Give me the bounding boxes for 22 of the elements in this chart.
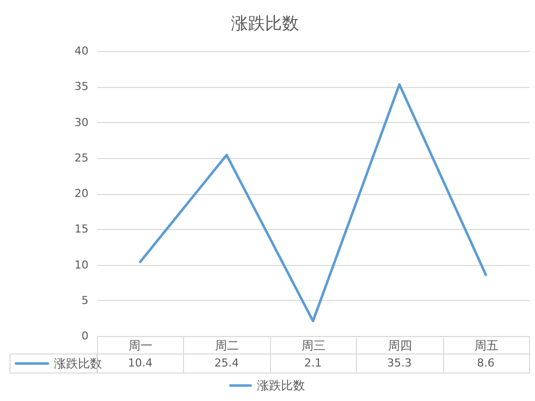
x-tick-label: 周一 <box>128 338 153 352</box>
x-tick-label: 周五 <box>474 338 498 352</box>
x-tick-label: 周二 <box>215 338 240 352</box>
data-label: 2.1 <box>304 356 322 370</box>
data-label: 10.4 <box>128 356 152 370</box>
data-label: 25.4 <box>214 356 239 370</box>
chart-title: 涨跌比数 <box>231 14 299 34</box>
y-tick-label: 25 <box>74 151 88 164</box>
line-series <box>138 83 488 322</box>
text: 涨跌比数 <box>257 378 305 392</box>
data-label: 8.6 <box>477 356 495 370</box>
x-tick-label: 周四 <box>388 338 412 352</box>
y-tick-label: 0 <box>82 330 88 342</box>
y-tick-label: 5 <box>82 294 88 307</box>
y-tick-label: 40 <box>74 44 88 58</box>
x-tick-label: 周三 <box>302 338 326 352</box>
y-tick-label: 15 <box>74 222 88 236</box>
y-tick-label: 20 <box>74 187 88 200</box>
data-label: 35.3 <box>387 356 412 370</box>
y-tick-label: 10 <box>74 258 88 272</box>
y-tick-label: 30 <box>74 116 88 129</box>
y-tick-label: 35 <box>74 80 88 94</box>
